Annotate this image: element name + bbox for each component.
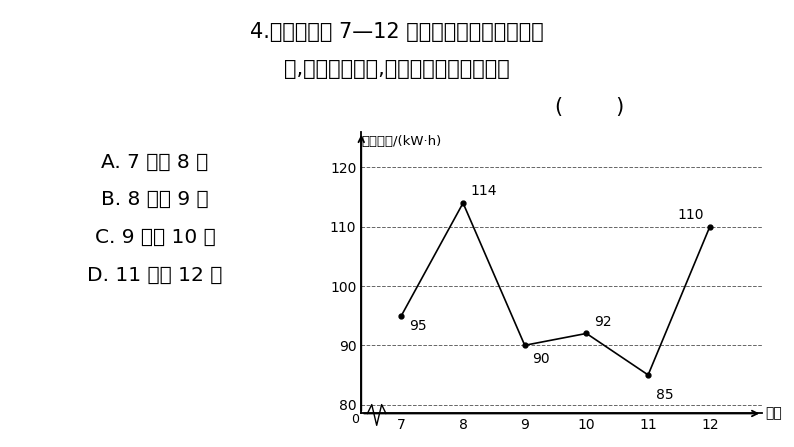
Text: A. 7 月至 8 月: A. 7 月至 8 月: [102, 152, 209, 172]
Text: 90: 90: [532, 352, 549, 366]
Text: 110: 110: [677, 208, 703, 222]
Text: 95: 95: [409, 320, 426, 333]
Text: 114: 114: [471, 184, 497, 198]
Text: 月用电量/(kW·h): 月用电量/(kW·h): [361, 135, 441, 148]
Text: D. 11 月至 12 月: D. 11 月至 12 月: [87, 266, 222, 284]
Text: 85: 85: [656, 388, 673, 401]
Text: B. 8 月至 9 月: B. 8 月至 9 月: [101, 190, 209, 208]
Text: (        ): ( ): [555, 97, 625, 117]
Text: 月份: 月份: [765, 406, 782, 421]
Text: C. 9 月至 10 月: C. 9 月至 10 月: [94, 228, 215, 246]
Text: 92: 92: [594, 315, 611, 329]
Text: 示,相邻两个月中,月用电量变化最大的是: 示,相邻两个月中,月用电量变化最大的是: [284, 59, 510, 79]
Text: 0: 0: [352, 413, 360, 426]
Text: 4.小新家去年 7—12 月的月用电量情况如图所: 4.小新家去年 7—12 月的月用电量情况如图所: [250, 22, 544, 42]
